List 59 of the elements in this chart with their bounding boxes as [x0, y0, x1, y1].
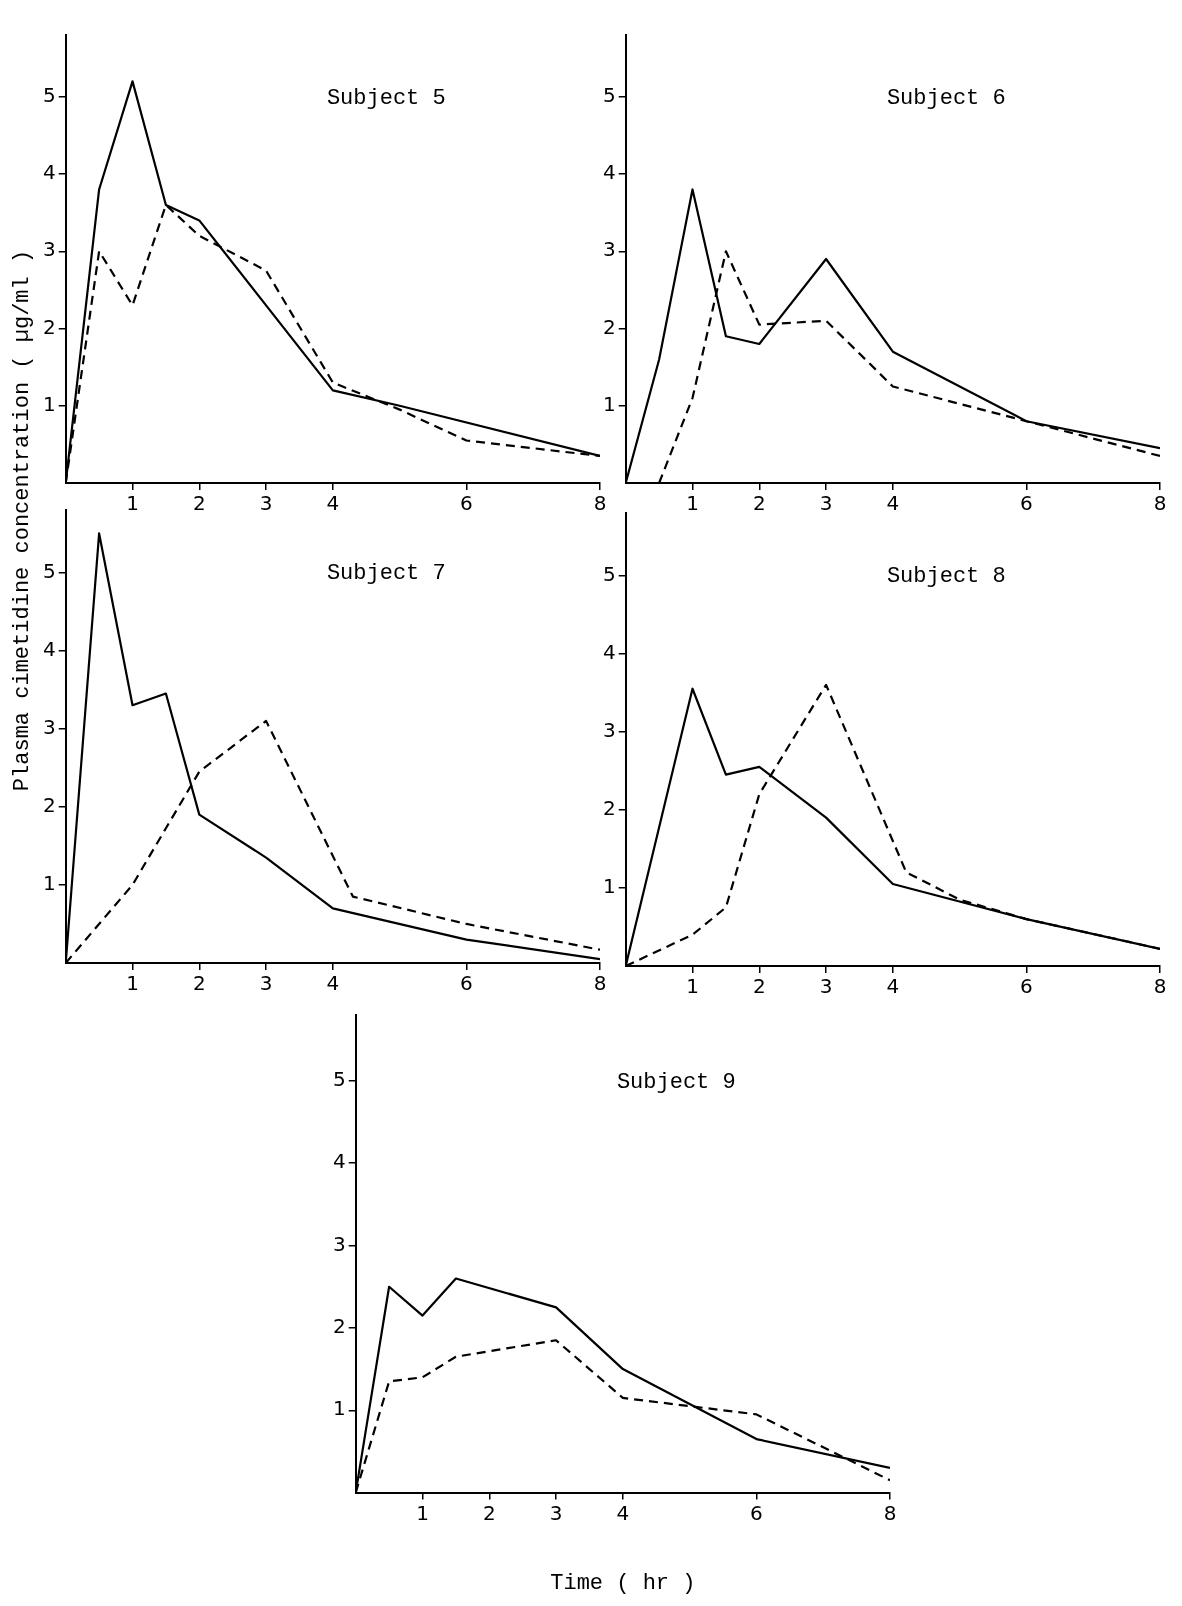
text: Subject 6 — [886, 85, 1006, 111]
y-tick-label: 5 — [602, 83, 616, 107]
y-tick-label: 5 — [42, 558, 56, 583]
y-tick-label: 1 — [42, 871, 56, 896]
x-tick-label: 3 — [549, 1500, 563, 1525]
y-tick-label: 4 — [42, 160, 56, 185]
x-tick-label: 8 — [593, 491, 607, 516]
y-tick-label: 1 — [602, 874, 616, 899]
x-tick-label: 2 — [192, 971, 206, 996]
y-tick-label: 2 — [602, 796, 616, 820]
y-tick-label: 3 — [602, 237, 616, 262]
x-tick-label: 3 — [259, 491, 273, 516]
x-tick-label: 6 — [460, 971, 473, 996]
x-tick-label: 3 — [259, 971, 273, 996]
y-tick-label: 2 — [332, 1314, 346, 1339]
x-tick-label: 2 — [752, 491, 766, 516]
x-tick-label: 4 — [886, 974, 900, 999]
x-tick-label: 3 — [819, 974, 833, 999]
y-tick-label: 5 — [602, 561, 616, 586]
x-tick-label: 8 — [593, 971, 607, 996]
x-tick-label: 1 — [686, 491, 699, 516]
y-tick-label: 1 — [332, 1396, 346, 1421]
y-tick-label: 5 — [42, 83, 56, 107]
y-tick-label: 4 — [602, 160, 616, 185]
x-tick-label: 6 — [1020, 491, 1033, 516]
text: Subject 9 — [616, 1069, 736, 1095]
y-tick-label: 2 — [602, 314, 616, 339]
y-axis-title: Plasma cimetidine concentration ( µg/ml ) — [10, 249, 36, 791]
x-tick-label: 1 — [686, 974, 699, 999]
x-tick-label: 8 — [1153, 974, 1167, 999]
y-tick-label: 4 — [332, 1149, 346, 1174]
text: Subject 8 — [886, 564, 1006, 590]
y-tick-label: 4 — [42, 636, 56, 661]
x-tick-label: 8 — [883, 1500, 897, 1525]
x-tick-label: 8 — [1153, 491, 1167, 516]
y-tick-label: 3 — [332, 1231, 346, 1256]
x-tick-label: 2 — [482, 1500, 496, 1525]
y-tick-label: 3 — [602, 717, 616, 742]
text: Subject 5 — [326, 85, 446, 111]
x-tick-label: 6 — [750, 1500, 763, 1525]
text: Subject 7 — [326, 561, 446, 587]
y-tick-label: 2 — [42, 793, 56, 817]
x-tick-label: 1 — [126, 971, 139, 996]
x-tick-label: 2 — [752, 974, 766, 999]
x-tick-label: 6 — [460, 491, 473, 516]
x-tick-label: 6 — [1020, 974, 1033, 999]
x-tick-label: 3 — [819, 491, 833, 516]
x-tick-label: 4 — [886, 491, 900, 516]
y-tick-label: 5 — [332, 1067, 346, 1092]
x-tick-label: 2 — [192, 491, 206, 516]
y-tick-label: 2 — [42, 314, 56, 339]
x-axis-title: Time ( hr ) — [550, 1570, 696, 1596]
y-tick-label: 3 — [42, 237, 56, 262]
x-tick-label: 1 — [126, 491, 139, 516]
y-tick-label: 4 — [602, 639, 616, 664]
y-tick-label: 1 — [602, 391, 616, 416]
y-tick-label: 3 — [42, 714, 56, 739]
x-tick-label: 1 — [416, 1500, 429, 1525]
y-tick-label: 1 — [42, 391, 56, 416]
